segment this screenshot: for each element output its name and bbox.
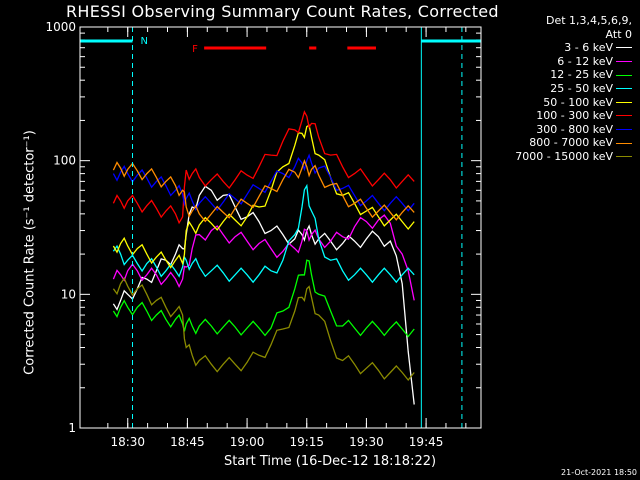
plot-frame bbox=[79, 26, 482, 429]
legend-item-swatch bbox=[616, 156, 632, 158]
x-axis-label: Start Time (16-Dec-12 18:18:22) bbox=[223, 454, 437, 469]
legend-item: 800 - 7000 keV bbox=[484, 136, 636, 150]
x-tick-label: 19:30 bbox=[349, 435, 384, 449]
legend-item-label: 25 - 50 keV bbox=[550, 81, 613, 95]
series-line-7000-15000-kev bbox=[112, 277, 415, 382]
series-line-3-6-kev bbox=[112, 185, 415, 405]
legend-item-swatch bbox=[616, 115, 632, 117]
legend-item: 3 - 6 keV bbox=[484, 41, 636, 55]
legend-item-label: 50 - 100 keV bbox=[543, 95, 613, 109]
legend-header-line-2: Att 0 bbox=[605, 27, 632, 41]
legend-item-label: 12 - 25 keV bbox=[550, 68, 613, 82]
flare-flag-label: F bbox=[192, 44, 198, 55]
legend-item-swatch bbox=[616, 47, 632, 49]
legend-item: 25 - 50 keV bbox=[484, 82, 636, 96]
series-line-100-300-kev bbox=[112, 110, 415, 225]
legend-item: 100 - 300 keV bbox=[484, 109, 636, 123]
y-tick-label: 1000 bbox=[45, 20, 76, 34]
series-line-300-800-kev bbox=[112, 153, 415, 212]
series-line-50-100-kev bbox=[112, 124, 415, 269]
footer-timestamp: 21-Oct-2021 18:50 bbox=[561, 468, 637, 477]
series-line-12-25-kev bbox=[112, 259, 415, 338]
legend-item: 300 - 800 keV bbox=[484, 123, 636, 137]
legend-item-swatch bbox=[616, 88, 632, 90]
series-line-6-12-kev bbox=[112, 214, 415, 301]
x-tick-label: 19:00 bbox=[230, 435, 265, 449]
x-tick-label: 18:45 bbox=[170, 435, 205, 449]
legend-item-label: 3 - 6 keV bbox=[564, 41, 613, 55]
x-tick-label: 18:30 bbox=[110, 435, 145, 449]
y-tick-label: 1 bbox=[68, 421, 76, 435]
legend-item-swatch bbox=[616, 74, 632, 76]
chart-title: RHESSI Observing Summary Count Rates, Co… bbox=[66, 2, 499, 21]
legend-item-label: 300 - 800 keV bbox=[536, 122, 613, 136]
legend-item-label: 100 - 300 keV bbox=[536, 109, 613, 123]
chart-legend: Det 1,3,4,5,6,9, Att 0 3 - 6 keV 6 - 12 k… bbox=[484, 14, 636, 164]
legend-item-swatch bbox=[616, 61, 632, 63]
legend-item-swatch bbox=[616, 142, 632, 144]
legend-header-line-1: Det 1,3,4,5,6,9, bbox=[545, 14, 632, 27]
night-flag-label: N bbox=[141, 36, 148, 47]
series-line-25-50-kev bbox=[112, 183, 415, 284]
legend-item: 50 - 100 keV bbox=[484, 96, 636, 110]
series-line-800-7000-kev bbox=[112, 159, 415, 223]
legend-item-swatch bbox=[616, 129, 632, 131]
legend-item: 7000 - 15000 keV bbox=[484, 150, 636, 164]
legend-item-label: 6 - 12 keV bbox=[557, 54, 613, 68]
legend-item: 6 - 12 keV bbox=[484, 55, 636, 69]
legend-item-label: 800 - 7000 keV bbox=[529, 136, 613, 150]
legend-item: 12 - 25 keV bbox=[484, 68, 636, 82]
legend-item-swatch bbox=[616, 101, 632, 103]
y-axis-label: Corrected Count Rate (s⁻¹ detector⁻¹) bbox=[22, 130, 38, 375]
y-tick-label: 10 bbox=[61, 287, 76, 301]
x-tick-label: 19:45 bbox=[409, 435, 444, 449]
legend-item-label: 7000 - 15000 keV bbox=[515, 149, 613, 163]
x-tick-label: 19:15 bbox=[289, 435, 324, 449]
y-tick-label: 100 bbox=[53, 154, 76, 168]
